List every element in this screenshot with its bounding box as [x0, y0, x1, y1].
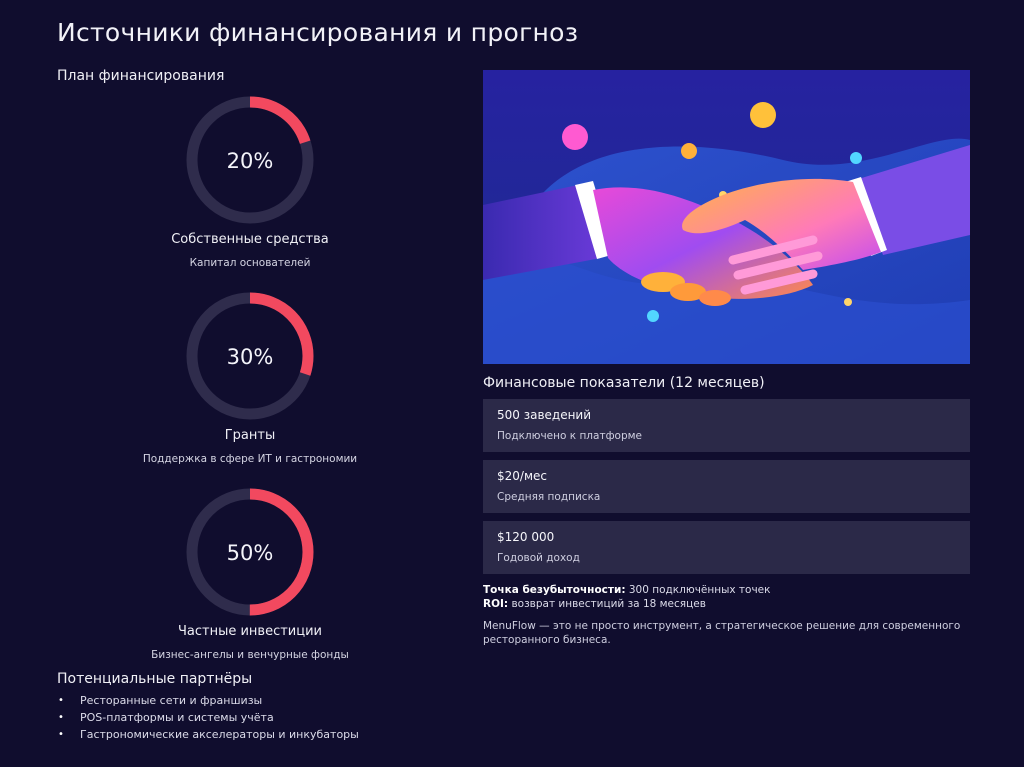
funding-item-sublabel: Капитал основателей [189, 257, 311, 269]
partners-list: Ресторанные сети и франшизы POS-платформ… [58, 692, 359, 743]
partners-heading: Потенциальные партнёры [57, 671, 253, 687]
metric-card-venues: 500 заведений Подключено к платформе [483, 399, 970, 452]
breakeven-value: 300 подключённых точек [625, 584, 771, 596]
metric-card-revenue: $120 000 Годовой доход [483, 521, 970, 574]
donut-percent: 20% [227, 149, 274, 173]
funding-item-sublabel: Бизнес-ангелы и венчурные фонды [151, 649, 349, 661]
donut-percent: 50% [227, 541, 274, 565]
roi-label: ROI: [483, 598, 509, 610]
donut-arc [186, 488, 314, 616]
donut-chart-own-funds: 20% [186, 96, 314, 224]
closing-statement: MenuFlow — это не просто инструмент, а с… [483, 620, 961, 646]
metric-caption: Средняя подписка [497, 491, 601, 503]
funding-item-own-funds: 20% Собственные средства Капитал основат… [60, 96, 440, 269]
page-title: Источники финансирования и прогноз [57, 18, 579, 47]
funding-item-private-investment: 50% Частные инвестиции Бизнес-ангелы и в… [60, 488, 440, 661]
metric-value: $20/мес [497, 469, 547, 483]
funding-item-label: Частные инвестиции [177, 624, 322, 639]
donut-arc [186, 292, 314, 420]
donut-chart-private-investment: 50% [186, 488, 314, 616]
metric-caption: Годовой доход [497, 552, 580, 564]
funding-item-label: Собственные средства [171, 232, 329, 247]
partner-item: POS-платформы и системы учёта [58, 709, 359, 726]
funding-item-grants: 30% Гранты Поддержка в сфере ИТ и гастро… [60, 292, 440, 465]
partner-item: Ресторанные сети и франшизы [58, 692, 359, 709]
metric-card-subscription: $20/мес Средняя подписка [483, 460, 970, 513]
roi-line: ROI: возврат инвестиций за 18 месяцев [483, 597, 770, 611]
metric-value: 500 заведений [497, 408, 592, 422]
metric-value: $120 000 [497, 530, 555, 544]
handshake-icon [483, 70, 970, 364]
funding-plan-heading: План финансирования [57, 68, 225, 84]
donut-percent: 30% [227, 345, 274, 369]
funding-item-label: Гранты [224, 428, 276, 443]
summary-block: Точка безубыточности: 300 подключённых т… [483, 583, 770, 611]
donut-arc [186, 96, 314, 224]
donut-chart-grants: 30% [186, 292, 314, 420]
breakeven-label: Точка безубыточности: [483, 584, 626, 596]
partner-item: Гастрономические акселераторы и инкубато… [58, 726, 359, 743]
handshake-illustration [483, 70, 970, 364]
metric-caption: Подключено к платформе [497, 430, 643, 442]
breakeven-line: Точка безубыточности: 300 подключённых т… [483, 583, 770, 597]
funding-item-sublabel: Поддержка в сфере ИТ и гастрономии [142, 453, 358, 465]
roi-value: возврат инвестиций за 18 месяцев [508, 598, 706, 610]
metrics-heading: Финансовые показатели (12 месяцев) [483, 375, 765, 391]
